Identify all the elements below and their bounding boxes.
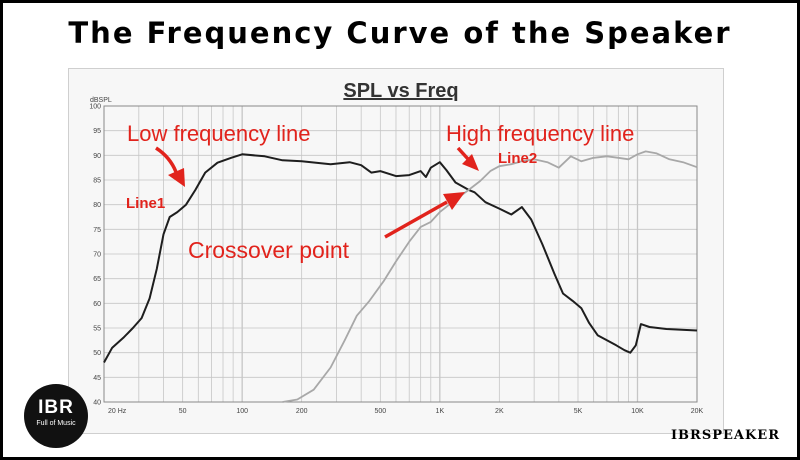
brand-logo: IBR Full of Music <box>24 384 88 448</box>
x-tick-label: 10K <box>631 408 644 415</box>
y-tick-label: 45 <box>93 375 101 382</box>
y-tick-label: 60 <box>93 301 101 308</box>
y-tick-label: 75 <box>93 227 101 234</box>
y-axis-label: dBSPL <box>90 97 112 104</box>
brand-tagline: Full of Music <box>36 420 76 427</box>
x-tick-label: 2K <box>495 408 504 415</box>
arrow-low-icon <box>155 146 185 187</box>
y-tick-label: 90 <box>93 153 101 160</box>
series-line-line1 <box>103 153 698 363</box>
arrow-high-icon <box>456 146 479 171</box>
brand-logo-text: IBR <box>38 397 74 418</box>
low-frequency-label: Low frequency line <box>127 121 310 146</box>
arrow-crossover-icon <box>384 192 465 239</box>
x-tick-label: 500 <box>374 408 386 415</box>
y-tick-label: 55 <box>93 326 101 333</box>
y-tick-label: 40 <box>93 400 101 407</box>
page-title: The Frequency Curve of the Speaker <box>68 16 732 50</box>
y-tick-label: 80 <box>93 202 101 209</box>
y-tick-label: 85 <box>93 178 101 185</box>
plot-border <box>103 105 698 403</box>
line2-label: Line2 <box>498 150 537 167</box>
watermark: IBRSPEAKER <box>670 428 780 443</box>
x-tick-label: 200 <box>296 408 308 415</box>
x-tick-label: 20 Hz <box>108 408 127 415</box>
x-tick-label: 5K <box>574 408 583 415</box>
y-tick-label: 50 <box>93 350 101 357</box>
y-axis-ticks: 40 45 50 55 60 65 70 75 80 85 90 95 100 <box>89 104 101 407</box>
chart-title: SPL vs Freq <box>343 80 458 102</box>
x-axis-ticks: 20 Hz 50 100 200 500 1K 2K 5K 10K 20K <box>108 408 704 415</box>
high-frequency-label: High frequency line <box>446 121 634 146</box>
line1-label: Line1 <box>126 195 165 212</box>
x-tick-label: 20K <box>691 408 704 415</box>
y-tick-label: 65 <box>93 276 101 283</box>
y-tick-label: 70 <box>93 252 101 259</box>
series-layer <box>103 150 698 403</box>
y-tick-label: 95 <box>93 128 101 135</box>
y-tick-label: 100 <box>89 104 101 111</box>
x-tick-label: 50 <box>179 408 187 415</box>
series-line-line2 <box>282 150 698 403</box>
x-tick-label: 100 <box>236 408 248 415</box>
crossover-point-label: Crossover point <box>188 237 350 263</box>
x-tick-label: 1K <box>436 408 445 415</box>
